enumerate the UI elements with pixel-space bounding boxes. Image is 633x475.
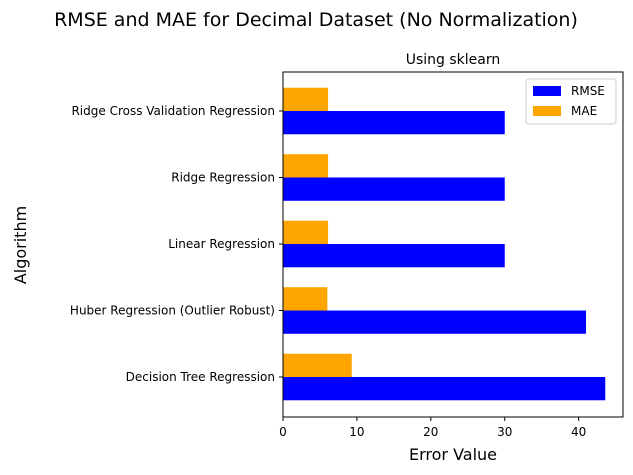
y-tick-label: Ridge Cross Validation Regression	[71, 104, 275, 118]
bar-mae-2	[283, 220, 329, 244]
bar-mae-1	[283, 287, 328, 311]
chart-subtitle: Using sklearn	[406, 52, 501, 68]
bar-rmse-0	[283, 377, 606, 401]
bar-mae-0	[283, 353, 352, 377]
bar-rmse-4	[283, 111, 505, 135]
x-tick-label: 10	[349, 425, 364, 439]
legend: RMSE MAE	[525, 78, 617, 125]
x-tick-label: 30	[497, 425, 512, 439]
y-ticks-group: Decision Tree Regression Huber Regression…	[70, 104, 283, 384]
bar-rmse-3	[283, 177, 505, 201]
y-tick-label: Linear Regression	[168, 237, 275, 251]
y-tick-label: Huber Regression (Outlier Robust)	[70, 304, 275, 318]
bar-rmse-2	[283, 244, 505, 268]
bars-group	[283, 87, 606, 401]
legend-swatch-mae	[533, 106, 561, 116]
x-tick-label: 20	[423, 425, 438, 439]
bar-mae-4	[283, 87, 329, 111]
legend-swatch-rmse	[533, 86, 561, 96]
x-ticks-group: 0 10 20 30 40	[279, 417, 586, 439]
plot-frame	[282, 71, 624, 418]
y-axis-label: Algorithm	[11, 206, 30, 284]
x-tick-label: 0	[279, 425, 287, 439]
legend-label-mae: MAE	[571, 104, 597, 118]
x-tick-label: 40	[571, 425, 586, 439]
legend-label-rmse: RMSE	[571, 84, 605, 98]
chart-suptitle: RMSE and MAE for Decimal Dataset (No Nor…	[54, 9, 578, 31]
y-tick-label: Ridge Regression	[171, 171, 275, 185]
y-tick-label: Decision Tree Regression	[126, 370, 275, 384]
bar-mae-3	[283, 154, 329, 178]
bar-rmse-1	[283, 310, 587, 334]
x-axis-label: Error Value	[409, 445, 497, 464]
